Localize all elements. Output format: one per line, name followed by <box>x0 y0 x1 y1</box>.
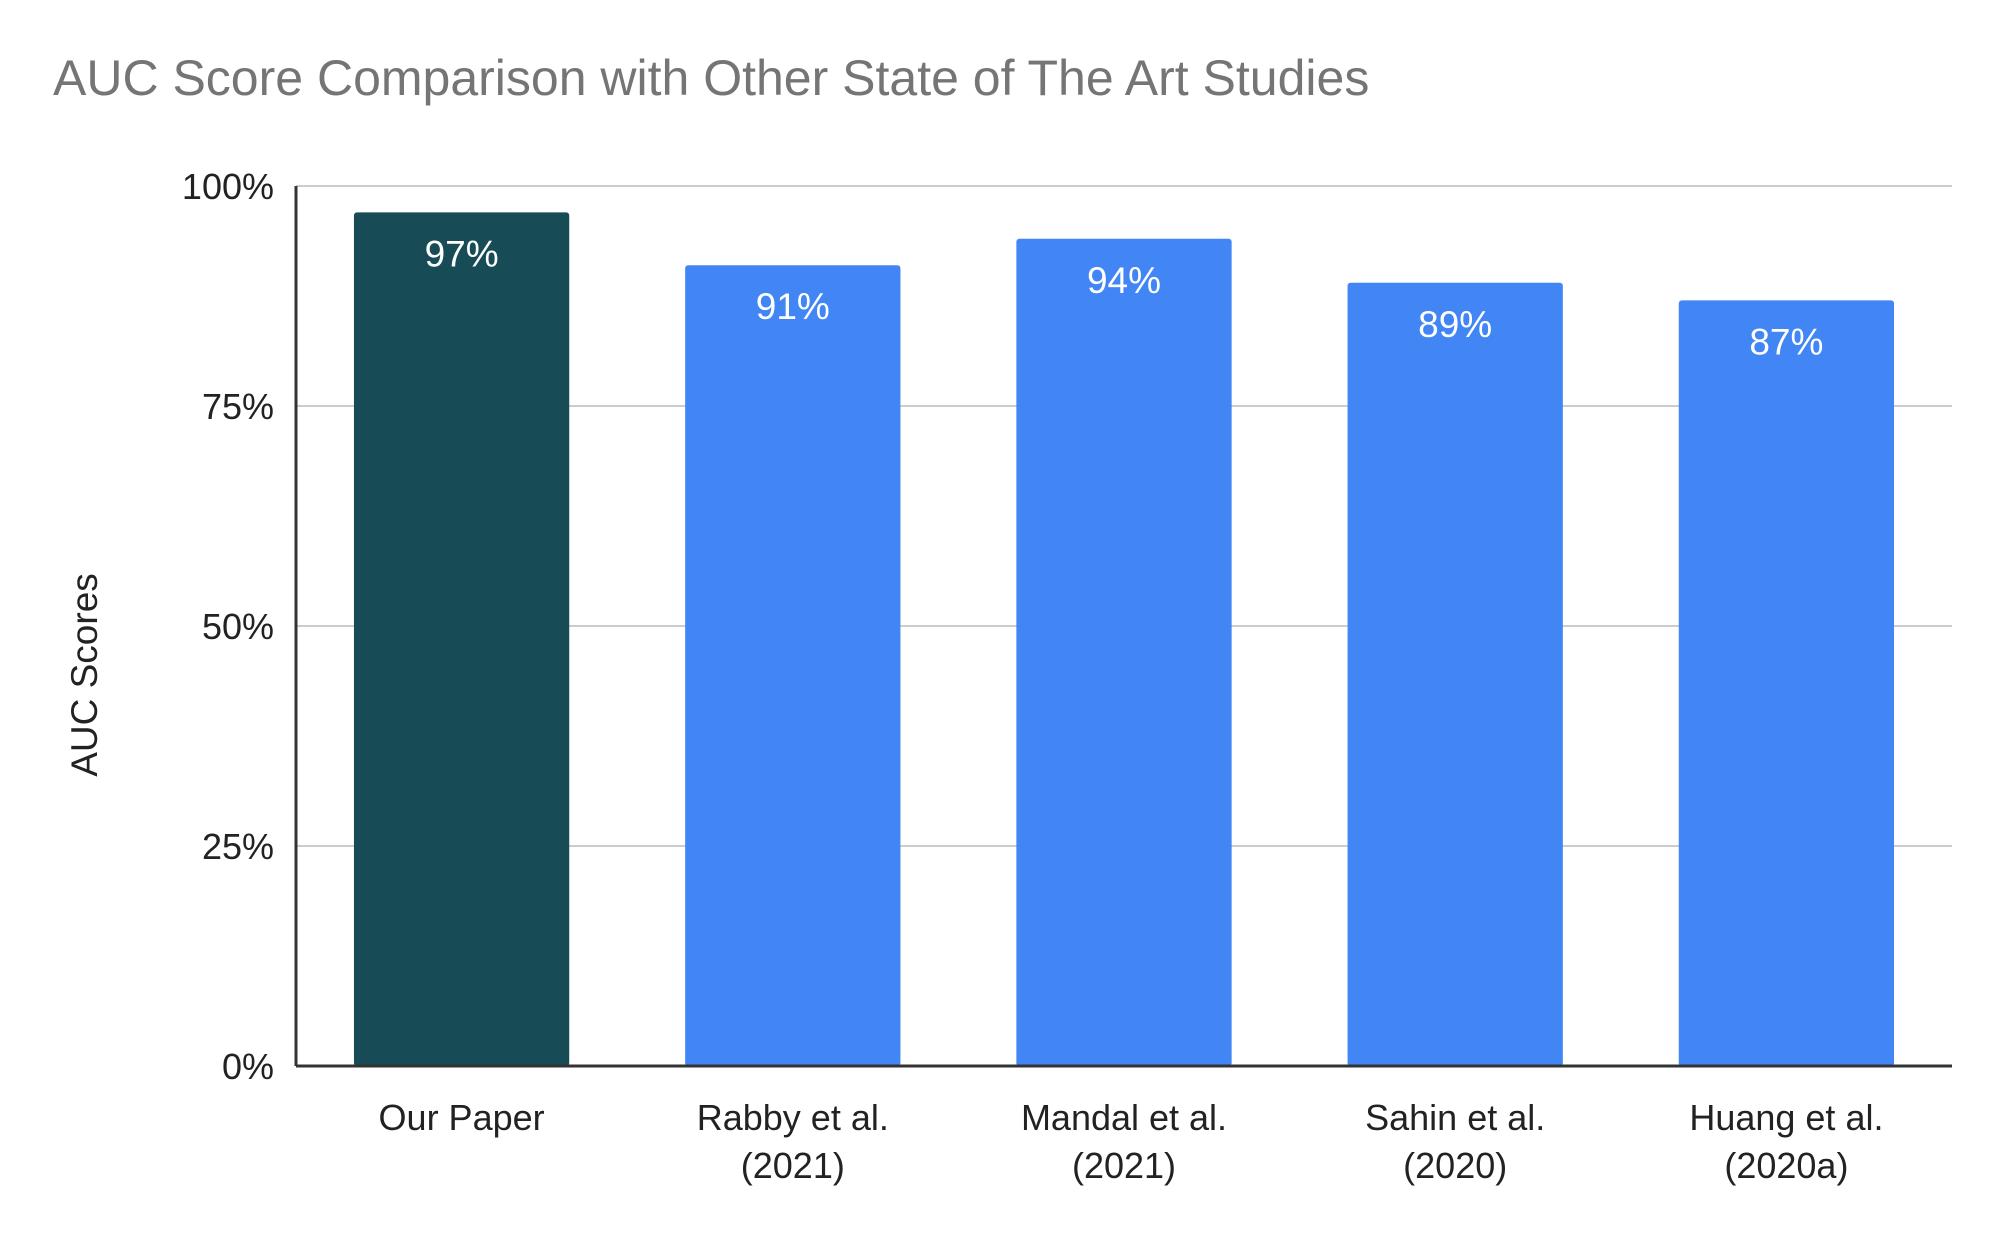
x-category-label: (2020a) <box>1724 1145 1848 1186</box>
y-tick-label: 50% <box>202 606 274 647</box>
bar <box>1347 282 1563 1066</box>
data-label: 97% <box>425 233 499 274</box>
y-tick-label: 100% <box>182 166 274 207</box>
y-tick-label: 25% <box>202 826 274 867</box>
data-label: 94% <box>1087 260 1161 301</box>
x-category-label: Our Paper <box>379 1097 545 1138</box>
data-label: 87% <box>1749 321 1823 362</box>
y-tick-label: 0% <box>222 1046 274 1087</box>
chart-title: AUC Score Comparison with Other State of… <box>53 50 1369 106</box>
x-axis-categories: Our Paper Rabby et al. (2021) Mandal et al.… <box>379 1097 1884 1186</box>
x-category-label: Huang et al. <box>1689 1097 1883 1138</box>
bar <box>1678 300 1895 1066</box>
y-tick-label: 75% <box>202 386 274 427</box>
bar <box>353 212 570 1066</box>
x-category-label: Sahin et al. <box>1365 1097 1545 1138</box>
data-labels: 97% 91% 94% 89% 87% <box>425 233 1824 362</box>
bar <box>1016 238 1232 1067</box>
bars <box>353 212 1895 1067</box>
data-label: 91% <box>756 286 830 327</box>
y-axis-label: AUC Scores <box>64 573 105 777</box>
bar <box>685 265 901 1066</box>
x-category-label: (2021) <box>741 1145 845 1186</box>
y-axis-ticks: 0% 25% 50% 75% 100% <box>182 166 274 1087</box>
data-label: 89% <box>1418 304 1492 345</box>
x-category-label: Mandal et al. <box>1021 1097 1227 1138</box>
x-category-label: (2020) <box>1403 1145 1507 1186</box>
x-category-label: Rabby et al. <box>697 1097 889 1138</box>
x-category-label: (2021) <box>1072 1145 1176 1186</box>
